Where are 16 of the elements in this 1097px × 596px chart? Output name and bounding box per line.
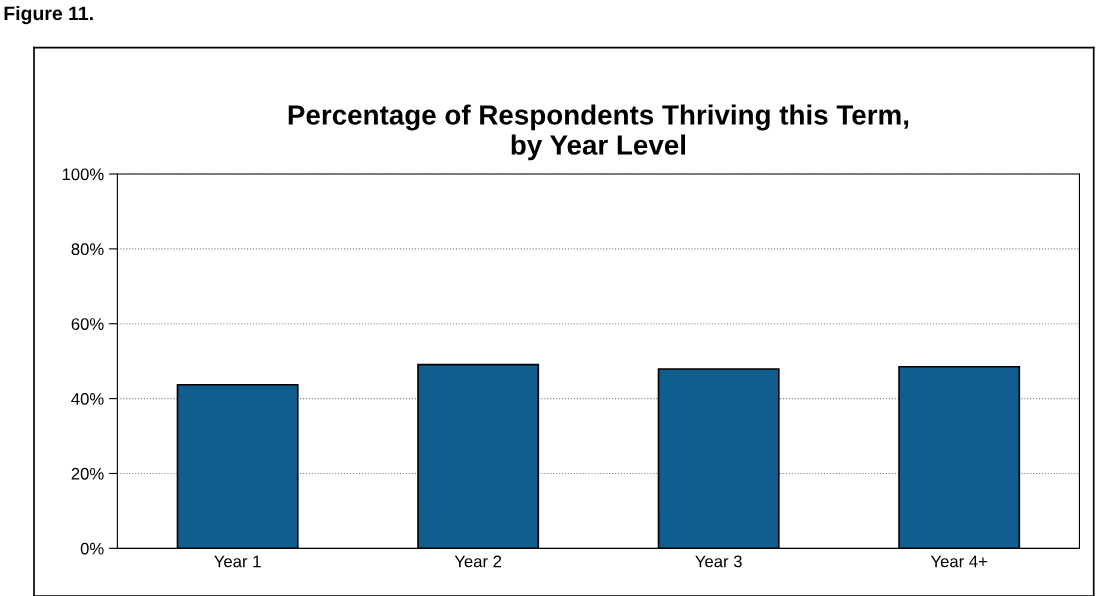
y-tick-label: 40% [71,393,104,405]
chart-title: Percentage of Respondents Thriving this Term, by Year Level [288,104,909,161]
x-tick-label: Year 3 [695,555,742,568]
x-tick-label: Year 2 [454,555,502,568]
y-tick-label: 0% [80,542,104,555]
bar [176,383,299,549]
y-tick-label: 60% [71,318,104,330]
y-tick-label: 100% [62,168,104,181]
x-tick-label: Year 4+ [930,555,988,568]
x-tick-label: Year 1 [214,555,261,568]
caption: Figure 11. [4,5,93,25]
bar [657,368,780,549]
y-tick-label: 80% [71,243,104,256]
bar [898,365,1021,549]
y-tick-label: 20% [71,467,104,480]
bar [417,363,540,549]
